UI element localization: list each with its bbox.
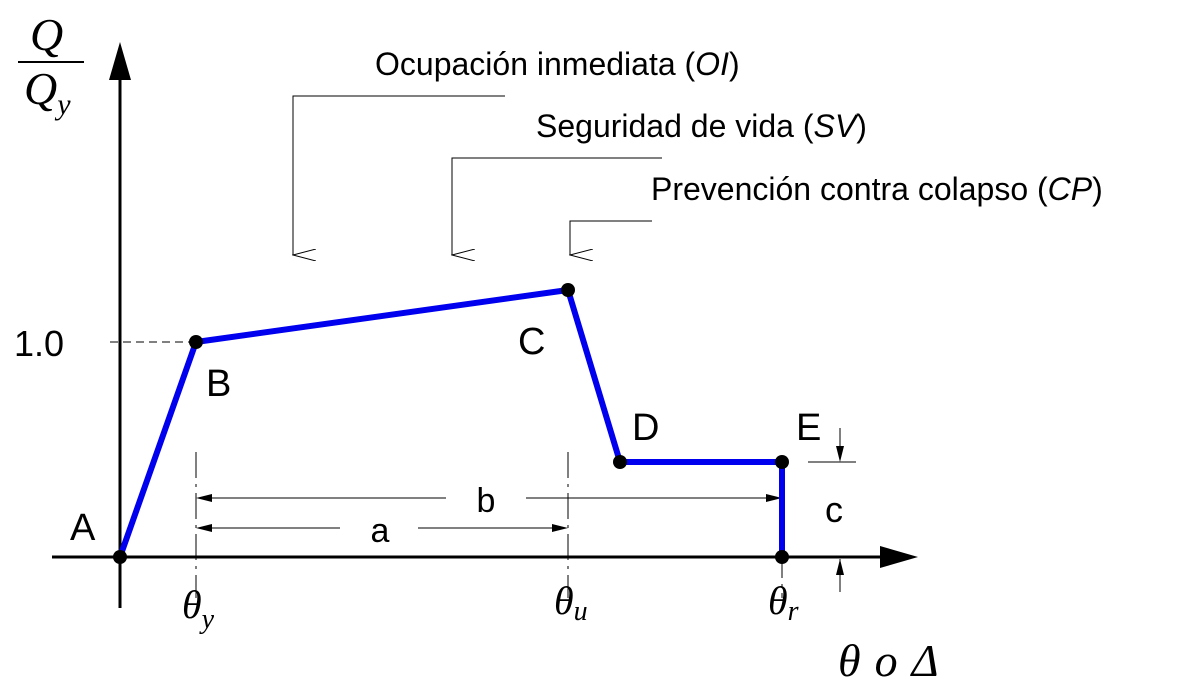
dimension-c: c [808, 428, 856, 592]
x-tick-theta-u: θu [554, 578, 588, 627]
level-label-oi: Ocupación inmediata (OI) [375, 46, 740, 82]
level-label-oi-abbr: OI [695, 46, 729, 82]
y-label-denominator-sub: y [54, 88, 71, 121]
x-axis-arrowhead [880, 546, 918, 568]
y-axis-label: Q Qy [18, 9, 84, 121]
dimension-c-arrow-bottom [836, 559, 844, 575]
y-label-denominator: Qy [24, 63, 71, 121]
reference-lines [195, 452, 783, 598]
point-label-e: E [796, 407, 821, 449]
y-label-denominator-base: Q [24, 63, 57, 114]
x-tick-theta-u-base: θ [554, 578, 574, 623]
performance-level-leaders [293, 95, 662, 255]
force-deformation-curve [117, 286, 785, 558]
point-e-marker [775, 455, 789, 469]
x-tick-theta-y: θy [182, 582, 215, 635]
x-tick-theta-u-sub: u [574, 596, 588, 627]
x-tick-theta-y-sub: y [199, 604, 215, 635]
x-tick-theta-y-base: θ [182, 582, 202, 627]
dimension-b-label: b [477, 482, 496, 520]
x-axis-label-theta: θ [838, 635, 861, 686]
y-label-numerator: Q [30, 9, 63, 60]
leader-cp [570, 220, 652, 255]
dimension-c-label: c [825, 489, 843, 530]
dimension-a-label: a [371, 512, 390, 550]
point-label-a: A [70, 507, 96, 549]
level-label-sv-text: Seguridad de vida ( [536, 108, 814, 144]
dimension-a: a [196, 512, 568, 550]
curve-vertices [113, 283, 789, 564]
dimension-c-arrow-top [836, 446, 844, 462]
x-tick-theta-r-sub: r [788, 596, 799, 627]
level-label-sv-close: ) [856, 108, 867, 144]
point-a-marker [113, 550, 127, 564]
level-label-sv-abbr: SV [814, 108, 859, 144]
level-label-sv: Seguridad de vida (SV) [536, 108, 867, 144]
y-tick-label: 1.0 [14, 323, 64, 364]
point-label-b: B [206, 363, 231, 405]
dimension-b-arrow-right [766, 494, 782, 502]
axes [52, 42, 918, 608]
point-theta-r-marker [775, 550, 789, 564]
point-c-marker [561, 283, 575, 297]
level-label-cp: Prevención contra colapso (CP) [651, 171, 1103, 207]
point-b-marker [189, 335, 203, 349]
level-label-oi-close: ) [729, 46, 740, 82]
leader-sv [452, 157, 662, 255]
level-label-cp-close: ) [1092, 171, 1103, 207]
dimension-b-arrow-left [196, 494, 212, 502]
x-tick-theta-r-base: θ [768, 578, 788, 623]
dimension-a-arrow-left [196, 524, 212, 532]
x-tick-theta-r: θr [768, 578, 799, 627]
point-d-marker [613, 455, 627, 469]
x-axis-label-delta: Δ [910, 635, 939, 686]
point-label-d: D [632, 407, 659, 449]
level-label-oi-text: Ocupación inmediata ( [375, 46, 696, 82]
point-label-c: C [518, 321, 545, 363]
level-label-cp-abbr: CP [1048, 171, 1093, 207]
x-axis-label-conj: o [875, 635, 898, 686]
y-axis-arrowhead [109, 42, 131, 80]
dimension-b: b [196, 482, 782, 520]
dimension-a-arrow-right [552, 524, 568, 532]
level-label-cp-text: Prevención contra colapso ( [651, 171, 1048, 207]
leader-oi [293, 95, 505, 255]
